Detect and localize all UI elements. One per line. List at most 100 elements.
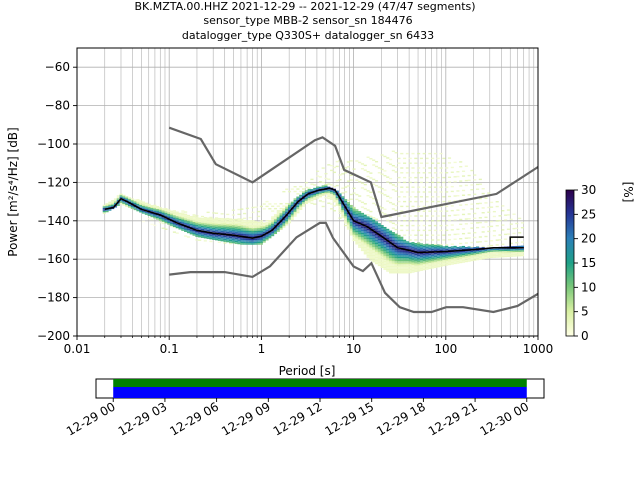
density-cell: [394, 233, 398, 236]
density-cell: [276, 216, 280, 219]
density-cell: [203, 217, 207, 219]
density-cell: [200, 233, 205, 235]
density-cell: [445, 255, 449, 257]
density-cell: [111, 201, 115, 203]
density-cell: [369, 191, 373, 194]
density-cell: [273, 232, 278, 235]
density-cell: [108, 206, 112, 208]
density-cell: [439, 152, 443, 155]
density-cell: [332, 171, 336, 174]
density-cell: [214, 228, 219, 230]
density-cell: [394, 259, 398, 262]
density-cell: [237, 230, 241, 232]
density-cell: [287, 221, 292, 224]
density-cell: [355, 229, 359, 231]
density-cell: [358, 217, 362, 219]
density-cell: [464, 260, 468, 263]
plot-frame: [76, 47, 539, 337]
density-cell: [509, 218, 513, 221]
density-cell: [383, 251, 387, 253]
density-cell: [518, 254, 522, 257]
density-cell: [447, 248, 452, 250]
density-cell: [358, 241, 362, 244]
density-cell: [130, 207, 134, 209]
density-cell: [184, 215, 188, 217]
density-cell: [153, 205, 157, 207]
density-cell: [386, 176, 390, 178]
density-cell: [285, 217, 289, 220]
density-cell: [383, 213, 387, 215]
density-cell: [341, 199, 345, 201]
density-cell: [172, 213, 176, 215]
density-cell: [262, 227, 266, 229]
density-cell: [386, 244, 390, 246]
density-cell: [307, 199, 311, 202]
density-cell: [276, 224, 280, 226]
density-cell: [209, 218, 213, 220]
density-cell: [279, 214, 283, 216]
density-cell: [184, 224, 188, 226]
density-cell: [153, 210, 157, 213]
density-cell: [403, 239, 407, 242]
density-cell: [243, 227, 247, 230]
density-cell: [296, 210, 300, 212]
density-cell: [520, 248, 525, 251]
density-cell: [352, 229, 356, 231]
density-cell: [456, 190, 460, 192]
density-cell: [360, 229, 365, 232]
density-cell: [439, 205, 443, 208]
x-tick-label: 1000: [523, 342, 554, 356]
density-cell: [189, 220, 193, 223]
density-cell: [456, 209, 460, 211]
density-cell: [422, 186, 426, 188]
density-cell: [518, 251, 522, 254]
density-cell: [369, 254, 373, 256]
density-cell: [492, 210, 496, 213]
density-cell: [254, 221, 258, 224]
density-cell: [403, 253, 407, 256]
density-cell: [447, 176, 452, 178]
density-cell: [374, 245, 379, 248]
density-cell: [439, 254, 443, 257]
density-cell: [388, 177, 393, 180]
density-cell: [257, 230, 261, 233]
density-cell: [200, 219, 205, 222]
density-cell: [290, 204, 294, 207]
density-cell: [366, 222, 370, 224]
density-cell: [380, 266, 384, 268]
density-cell: [285, 208, 289, 211]
density-cell: [186, 217, 191, 220]
density-cell: [383, 230, 387, 232]
density-cell: [388, 235, 393, 237]
density-cell: [335, 201, 339, 203]
density-cell: [346, 180, 350, 182]
density-cell: [397, 270, 401, 272]
density-cell: [400, 272, 404, 274]
density-cell: [338, 193, 342, 195]
density-cell: [285, 216, 289, 218]
density-cell: [262, 239, 266, 242]
density-cell: [360, 228, 365, 230]
density-cell: [217, 237, 221, 240]
density-cell: [422, 244, 426, 246]
density-cell: [229, 224, 233, 226]
density-cell: [400, 236, 404, 239]
density-cell: [304, 193, 308, 195]
density-cell: [344, 202, 348, 204]
density-cell: [484, 216, 488, 219]
colorbar-tick-label: 30: [581, 183, 596, 197]
density-cell: [150, 214, 154, 216]
density-cell: [324, 177, 328, 180]
density-cell: [374, 160, 379, 163]
density-cell: [170, 222, 174, 225]
density-cell: [439, 265, 443, 267]
density-cell: [377, 205, 381, 208]
density-cell: [431, 162, 435, 164]
density-cell: [282, 210, 286, 213]
density-cell: [422, 152, 426, 155]
density-cell: [447, 162, 452, 164]
density-cell: [366, 256, 370, 258]
density-cell: [335, 184, 339, 187]
density-cell: [388, 197, 393, 199]
density-cell: [403, 267, 407, 269]
